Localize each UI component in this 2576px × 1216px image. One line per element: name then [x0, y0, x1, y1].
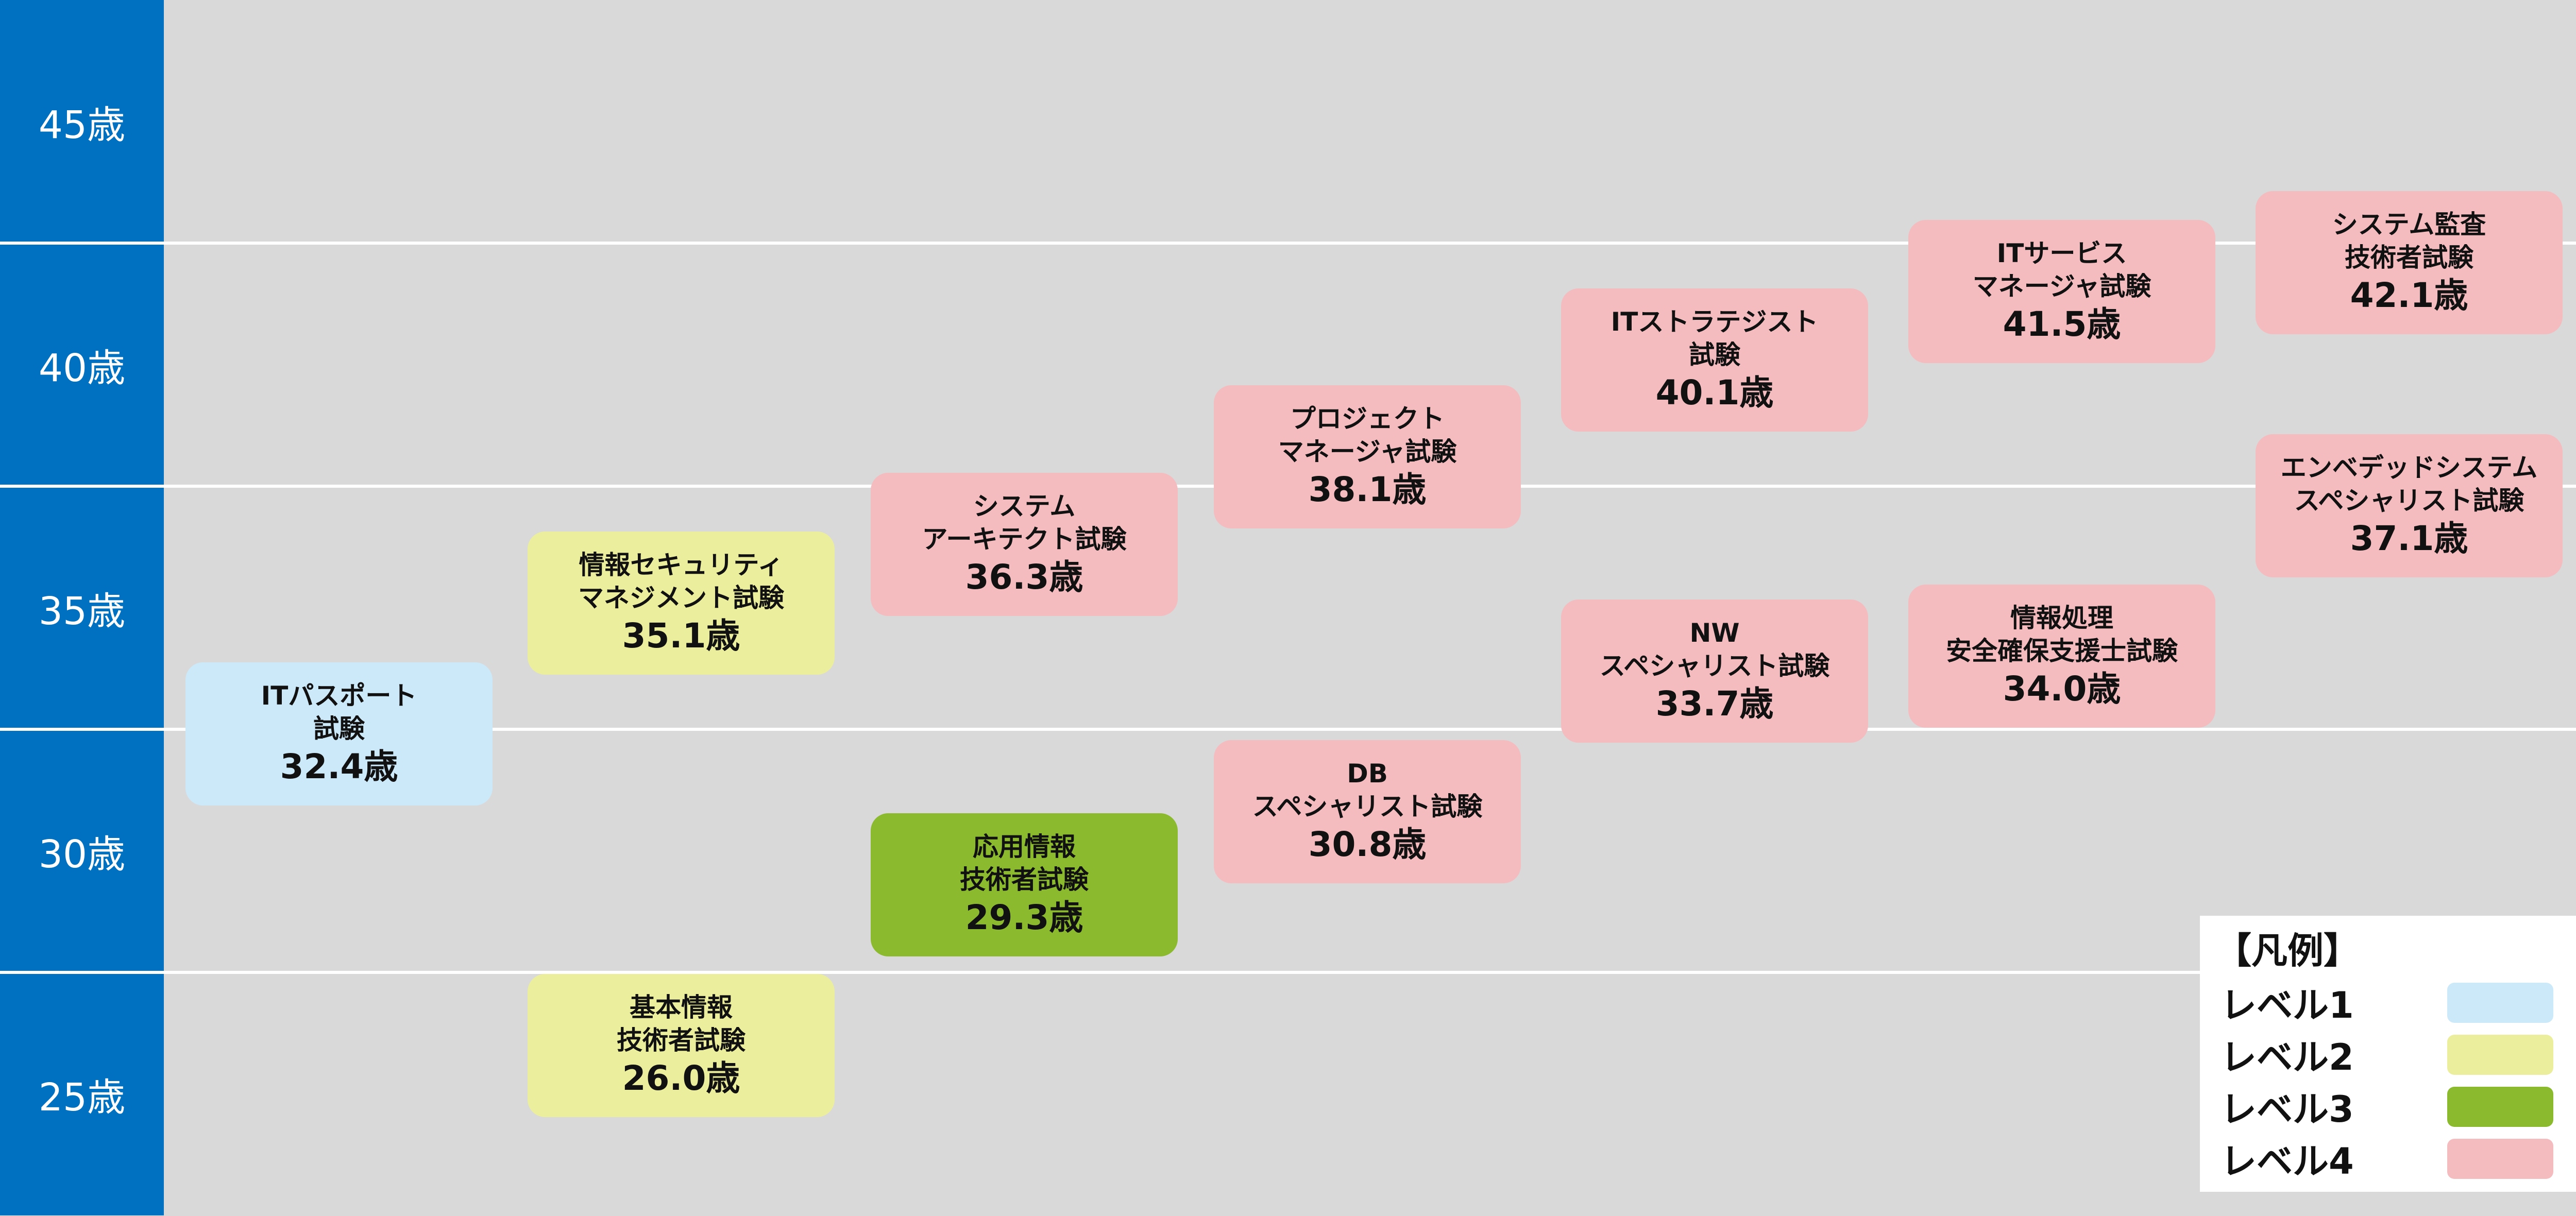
exam-average-age: 41.5歳	[2003, 304, 2121, 344]
exam-average-age: 32.4歳	[280, 747, 398, 786]
exam-box: ITパスポート 試験 32.4歳	[185, 662, 493, 806]
exam-name: 応用情報 技術者試験	[960, 832, 1089, 895]
legend-label: レベル3	[2221, 1088, 2354, 1131]
exam-average-age: 42.1歳	[2350, 276, 2468, 315]
exam-average-age: 38.1歳	[1308, 470, 1427, 509]
exam-average-age: 37.1歳	[2350, 519, 2468, 558]
exam-name: 情報処理 安全確保支援士試験	[1946, 603, 2178, 666]
exam-average-age: 40.1歳	[1655, 373, 1774, 413]
exam-name: ITパスポート 試験	[261, 681, 417, 744]
exam-box: DB スペシャリスト試験 30.8歳	[1214, 740, 1521, 883]
exam-average-age: 26.0歳	[622, 1058, 740, 1098]
exam-box: ITストラテジスト 試験 40.1歳	[1561, 288, 1868, 432]
band-divider	[0, 728, 2576, 731]
age-axis-label: 45歳	[0, 0, 164, 243]
legend-label: レベル1	[2221, 984, 2354, 1026]
age-axis-label: 40歳	[0, 243, 164, 486]
exam-average-age: 36.3歳	[965, 557, 1083, 597]
exam-name: ITサービス マネージャ試験	[1972, 238, 2151, 301]
legend-item-level4: レベル4	[2221, 1133, 2576, 1185]
exam-name: エンベデッドシステム スペシャリスト試験	[2280, 453, 2538, 516]
exam-average-age: 34.0歳	[2003, 669, 2121, 709]
exam-box: システム監査 技術者試験 42.1歳	[2256, 191, 2563, 334]
exam-box: 情報セキュリティ マネジメント試験 35.1歳	[528, 532, 835, 675]
age-axis-label: 35歳	[0, 486, 164, 729]
exam-box: 情報処理 安全確保支援士試験 34.0歳	[1908, 585, 2215, 728]
legend-swatch-level3	[2447, 1086, 2553, 1127]
exam-box: ITサービス マネージャ試験 41.5歳	[1908, 220, 2215, 363]
exam-average-age: 35.1歳	[622, 616, 740, 656]
legend-swatch-level1	[2447, 982, 2553, 1023]
exam-box: システム アーキテクト試験 36.3歳	[871, 473, 1178, 616]
band-divider	[0, 971, 2576, 974]
exam-box: 基本情報 技術者試験 26.0歳	[528, 974, 835, 1117]
age-axis-label: 30歳	[0, 729, 164, 972]
exam-name: 基本情報 技術者試験	[617, 992, 745, 1055]
exam-box: NW スペシャリスト試験 33.7歳	[1561, 600, 1868, 743]
exam-name: NW スペシャリスト試験	[1599, 618, 1830, 681]
legend-swatch-level2	[2447, 1034, 2553, 1075]
exam-name: ITストラテジスト 試験	[1611, 307, 1819, 370]
exam-name: プロジェクト マネージャ試験	[1278, 404, 1457, 467]
exam-name: DB スペシャリスト試験	[1252, 759, 1483, 821]
legend-label: レベル2	[2221, 1036, 2354, 1078]
exam-average-age: 33.7歳	[1655, 684, 1774, 724]
exam-box: 応用情報 技術者試験 29.3歳	[871, 813, 1178, 956]
exam-box: エンベデッドシステム スペシャリスト試験 37.1歳	[2256, 434, 2563, 577]
legend-label: レベル4	[2221, 1140, 2354, 1183]
exam-name: システム アーキテクト試験	[922, 491, 1127, 554]
age-axis-label: 25歳	[0, 972, 164, 1215]
legend-swatch-level4	[2447, 1138, 2553, 1179]
legend-item-level3: レベル3	[2221, 1081, 2576, 1133]
legend-item-level1: レベル1	[2221, 977, 2576, 1029]
legend-item-level2: レベル2	[2221, 1029, 2576, 1081]
exam-name: 情報セキュリティ マネジメント試験	[578, 550, 784, 613]
exam-name: システム監査 技術者試験	[2332, 210, 2486, 272]
exam-box: プロジェクト マネージャ試験 38.1歳	[1214, 385, 1521, 528]
exam-average-age: 29.3歳	[965, 898, 1083, 937]
legend-title: 【凡例】	[2215, 930, 2360, 972]
band-divider	[0, 242, 2576, 245]
legend: 【凡例】 レベル1 レベル2 レベル3 レベル4	[2200, 916, 2576, 1192]
exam-average-age: 30.8歳	[1308, 825, 1427, 864]
